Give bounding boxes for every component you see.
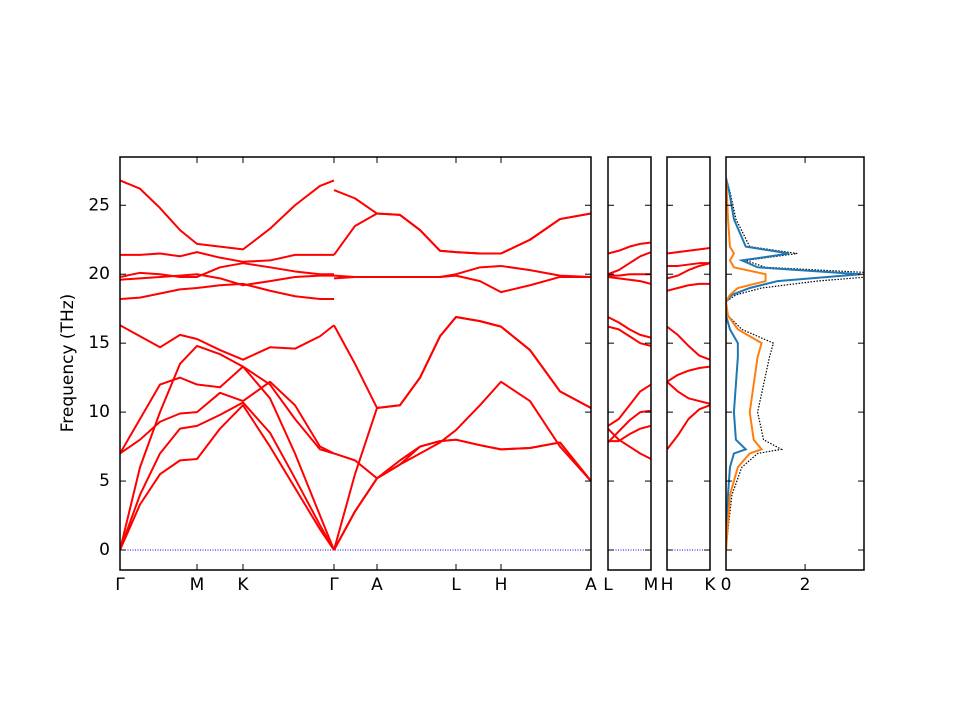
- y-tick-label: 5: [99, 471, 110, 491]
- band: [608, 251, 651, 276]
- band: [667, 247, 710, 255]
- band: [120, 273, 334, 287]
- band: [667, 404, 710, 450]
- y-tick-label: 15: [88, 333, 110, 353]
- x-tick-label: M: [644, 575, 659, 595]
- band: [120, 404, 335, 551]
- x-tick-label: A: [585, 575, 597, 595]
- band: [333, 380, 591, 551]
- frame: [119, 156, 592, 571]
- frame: [666, 156, 711, 571]
- x-tick-label: Γ: [115, 575, 125, 595]
- x-tick-label: 0: [721, 575, 732, 595]
- band: [333, 264, 591, 278]
- y-tick-label: 20: [88, 264, 110, 284]
- band: [333, 274, 591, 294]
- band: [120, 401, 335, 551]
- band: [333, 315, 591, 409]
- band: [667, 381, 710, 405]
- band: [120, 365, 335, 455]
- x-tick-label: L: [603, 575, 613, 595]
- dos-line: [726, 177, 767, 551]
- x-tick-label: K: [704, 575, 716, 595]
- x-tick-label: H: [661, 575, 674, 595]
- dos-line: [726, 177, 864, 551]
- band: [120, 324, 335, 361]
- x-tick-label: 2: [800, 575, 811, 595]
- frame: [725, 156, 865, 571]
- band: [667, 365, 710, 383]
- band: [608, 383, 651, 427]
- plot-area: [667, 247, 710, 551]
- plot-area: [120, 179, 591, 551]
- band: [608, 273, 651, 277]
- x-tick-label: H: [495, 575, 508, 595]
- band: [667, 325, 710, 361]
- band: [667, 282, 710, 292]
- y-tick-label: 25: [88, 195, 110, 215]
- y-tick-label: 10: [88, 402, 110, 422]
- band: [608, 427, 651, 460]
- plot-area: [726, 177, 864, 551]
- band: [120, 282, 334, 301]
- x-tick-label: A: [371, 575, 383, 595]
- band: [120, 179, 335, 251]
- band: [608, 316, 651, 339]
- plot-area: [608, 241, 651, 551]
- band: [333, 438, 591, 482]
- x-tick-label: L: [451, 575, 461, 595]
- band: [333, 438, 591, 551]
- band: [120, 380, 335, 455]
- x-tick-label: K: [237, 575, 249, 595]
- dos-line: [726, 177, 861, 551]
- band: [608, 325, 651, 347]
- band: [608, 424, 651, 443]
- band: [120, 344, 335, 551]
- y-axis-label: Frequency (THz): [58, 294, 78, 433]
- band: [333, 212, 591, 256]
- band: [667, 262, 710, 280]
- x-tick-label: Γ: [329, 575, 339, 595]
- band: [608, 275, 651, 285]
- band: [667, 262, 710, 267]
- x-tick-label: M: [190, 575, 205, 595]
- band: [608, 241, 651, 255]
- y-tick-label: 0: [99, 540, 110, 560]
- band: [120, 251, 334, 263]
- band: [120, 262, 334, 278]
- band: [333, 189, 591, 255]
- frame: [607, 156, 652, 571]
